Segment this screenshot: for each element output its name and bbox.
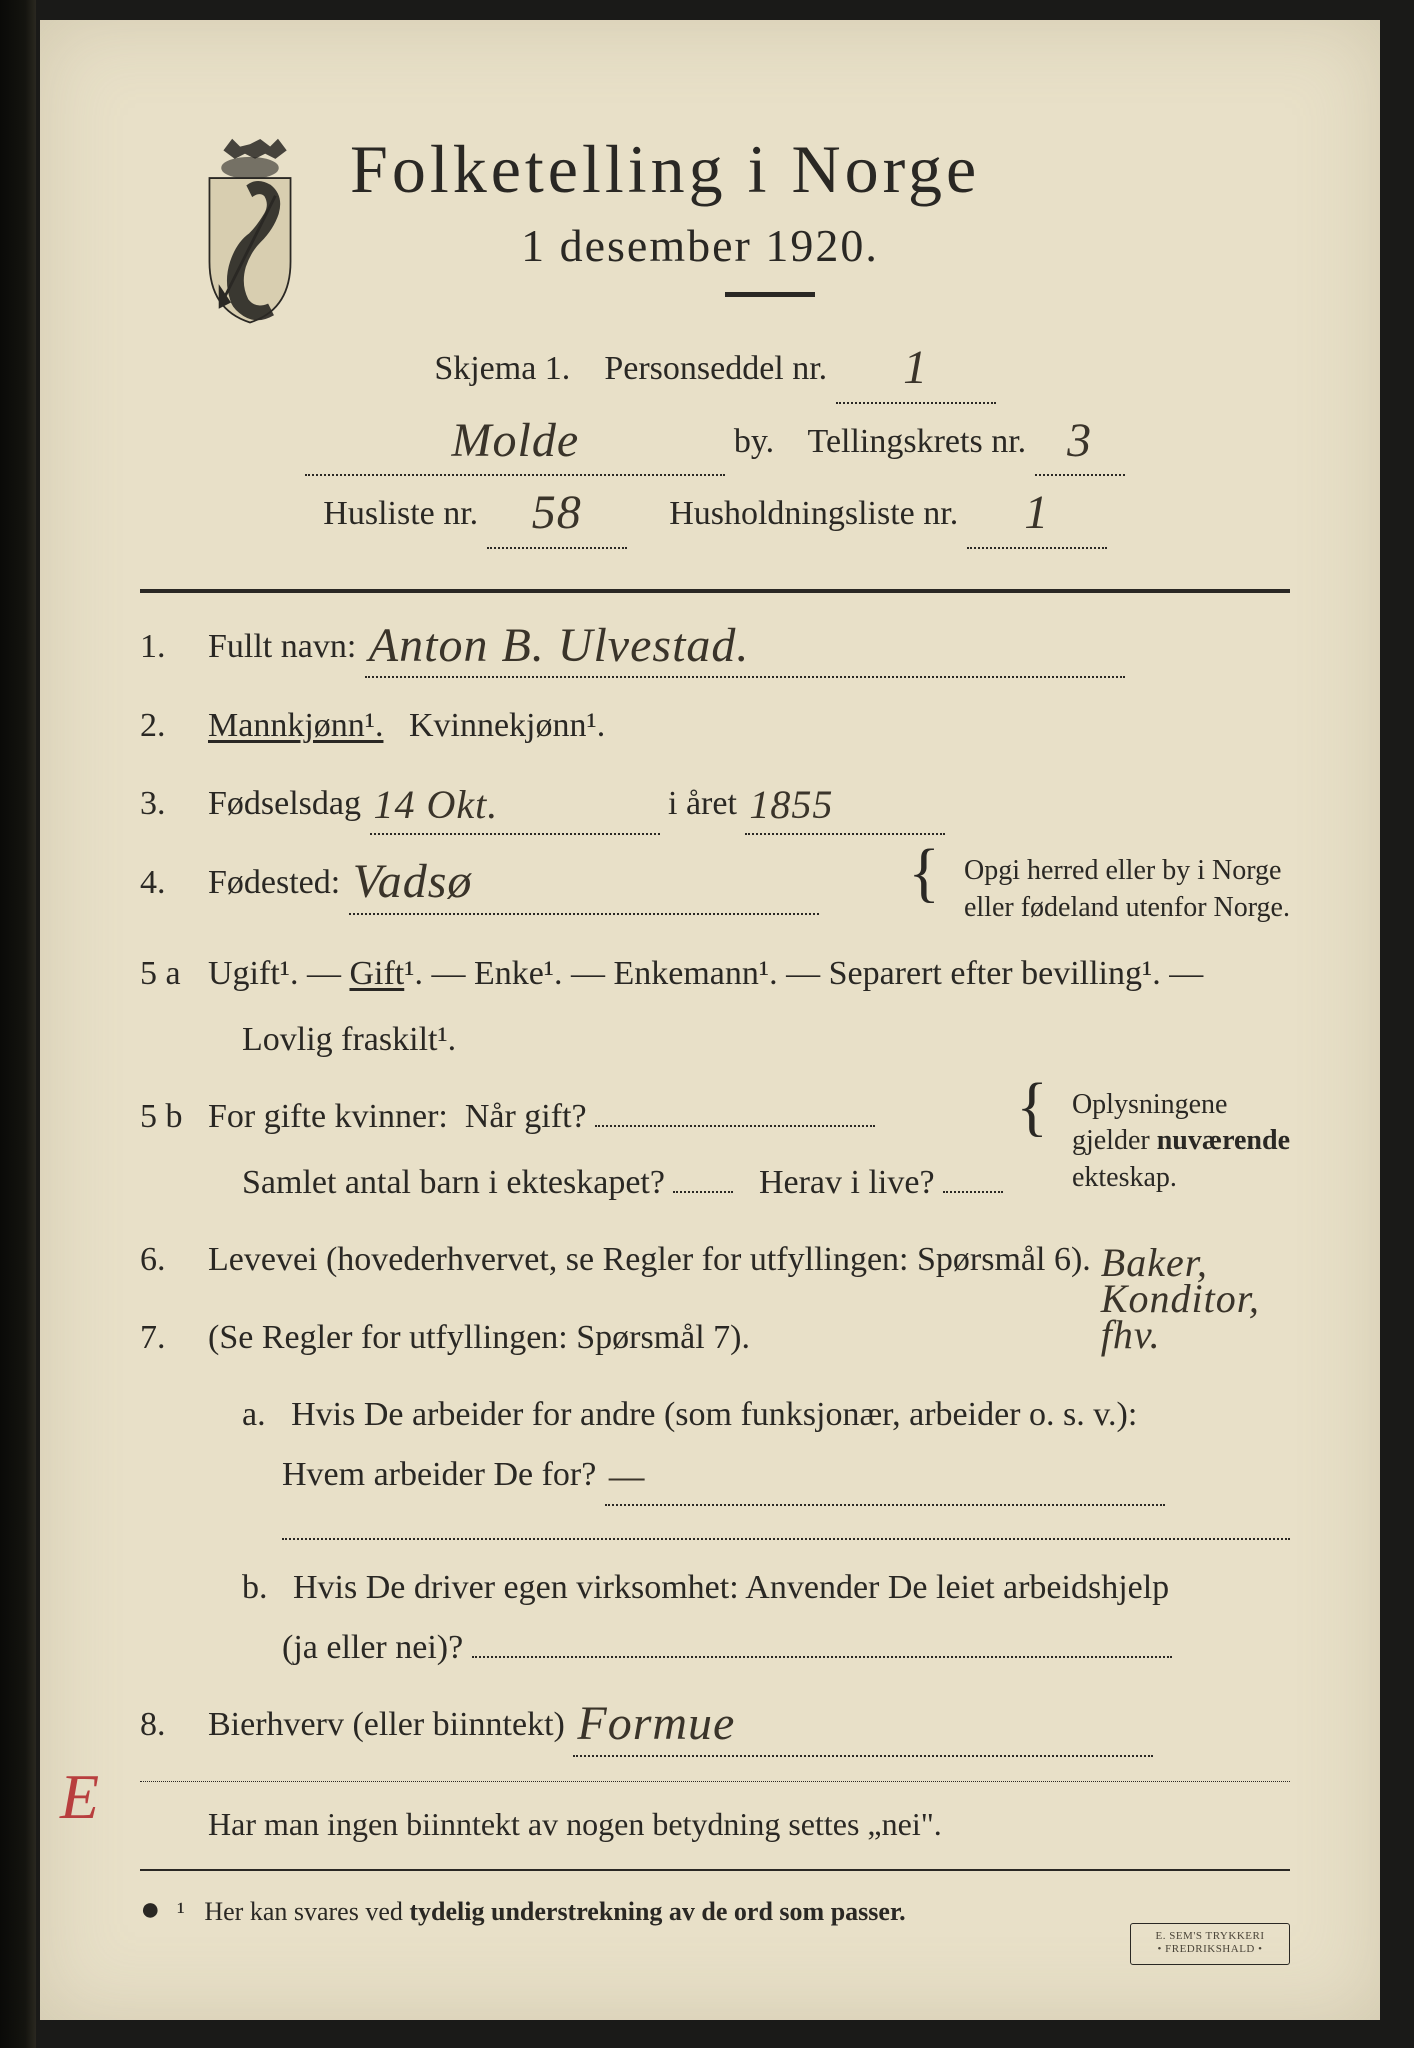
q5b-label: For gifte kvinner: bbox=[208, 1098, 448, 1135]
personseddel-value: 1 bbox=[903, 341, 928, 394]
q8: 8. Bierhverv (eller biinntekt) Formue bbox=[140, 1695, 1290, 1757]
q6: 6. Levevei (hovederhvervet, se Regler fo… bbox=[140, 1230, 1290, 1290]
q8-value: Formue bbox=[577, 1697, 735, 1750]
husliste-value: 58 bbox=[532, 486, 582, 539]
q2-male: Mannkjønn¹. bbox=[208, 707, 383, 744]
coat-of-arms-icon bbox=[185, 135, 315, 325]
q1-value: Anton B. Ulvestad. bbox=[369, 619, 750, 672]
title-block: Folketelling i Norge 1 desember 1920. bbox=[350, 130, 1290, 297]
footnote-marker: ¹ bbox=[177, 1897, 185, 1926]
brace-icon: { bbox=[1016, 1087, 1048, 1127]
husliste-label: Husliste nr. bbox=[323, 495, 478, 532]
q5b-children-label: Samlet antal barn i ekteskapet? bbox=[242, 1164, 665, 1201]
q4-value: Vadsø bbox=[353, 855, 473, 908]
personseddel-label: Personseddel nr. bbox=[604, 350, 827, 387]
tail-note: Har man ingen biinntekt av nogen betydni… bbox=[208, 1806, 1290, 1843]
q5a-selected: Gift bbox=[349, 955, 404, 992]
form-meta: Skjema 1. Personseddel nr. 1 Molde by. T… bbox=[140, 337, 1290, 549]
husholdningsliste-value: 1 bbox=[1024, 486, 1049, 539]
binding-edge bbox=[0, 0, 36, 2048]
q7a-value: — bbox=[609, 1453, 646, 1498]
by-value: Molde bbox=[452, 414, 580, 467]
q5a-line2: Lovlig fraskilt¹. bbox=[208, 1010, 1290, 1070]
rule-thin bbox=[140, 1781, 1290, 1782]
rule-med bbox=[140, 1869, 1290, 1871]
q7: 7. (Se Regler for utfyllingen: Spørsmål … bbox=[140, 1308, 1290, 1678]
tellingskrets-label: Tellingskrets nr. bbox=[808, 423, 1027, 460]
q7a-sub: Hvem arbeider De for? bbox=[282, 1456, 596, 1493]
main-title: Folketelling i Norge bbox=[350, 130, 1290, 209]
document-page: Folketelling i Norge 1 desember 1920. Sk… bbox=[40, 20, 1380, 2020]
q5b-alive-label: Herav i live? bbox=[759, 1164, 935, 1201]
q4-label: Fødested: bbox=[208, 864, 340, 901]
q5b-note: Oplysningene gjelder nuværende ekteskap. bbox=[1072, 1087, 1290, 1196]
q5a: 5 a Ugift¹. — Gift¹. — Enke¹. — Enkemann… bbox=[140, 944, 1290, 1069]
printer-stamp: E. SEM'S TRYKKERI • FREDRIKSHALD • bbox=[1130, 1923, 1290, 1965]
rule-heavy bbox=[140, 589, 1290, 593]
q3: 3. Fødselsdag 14 Okt. i året 1855 bbox=[140, 774, 1290, 836]
q7b-text: Hvis De driver egen virksomhet: Anvender… bbox=[293, 1569, 1169, 1606]
q7a-label: a. bbox=[242, 1396, 266, 1433]
q6-label: Levevei (hovederhvervet, se Regler for u… bbox=[208, 1241, 1091, 1278]
skjema-label: Skjema 1. bbox=[434, 350, 570, 387]
margin-mark: E bbox=[60, 1760, 99, 1834]
q7a-text: Hvis De arbeider for andre (som funksjon… bbox=[291, 1396, 1137, 1433]
tellingskrets-value: 3 bbox=[1067, 414, 1092, 467]
q7b-sub: (ja eller nei)? bbox=[282, 1629, 463, 1666]
q2: 2. Mannkjønn¹. Kvinnekjønn¹. bbox=[140, 696, 1290, 756]
question-list: 1. Fullt navn: Anton B. Ulvestad. 2. Man… bbox=[140, 617, 1290, 1757]
q4-note: Opgi herred eller by i Norge eller fødel… bbox=[964, 853, 1290, 926]
q5b-when-label: Når gift? bbox=[465, 1098, 587, 1135]
q3-year-value: 1855 bbox=[749, 782, 833, 827]
q4: 4. Fødested: Vadsø { Opgi herred eller b… bbox=[140, 853, 1290, 926]
q3-year-label: i året bbox=[668, 785, 737, 822]
q8-label: Bierhverv (eller biinntekt) bbox=[208, 1706, 565, 1743]
bullet-icon: ● bbox=[140, 1891, 161, 1928]
q1-label: Fullt navn: bbox=[208, 628, 356, 665]
husholdningsliste-label: Husholdningsliste nr. bbox=[669, 495, 958, 532]
q3-day-value: 14 Okt. bbox=[374, 782, 499, 827]
q2-female: Kvinnekjønn¹. bbox=[409, 707, 605, 744]
footnote: ● ¹ Her kan svares ved tydelig understre… bbox=[140, 1891, 1290, 1929]
date-subtitle: 1 desember 1920. bbox=[350, 219, 1050, 272]
q7-label: (Se Regler for utfyllingen: Spørsmål 7). bbox=[208, 1319, 750, 1356]
title-rule bbox=[725, 292, 815, 297]
q3-day-label: Fødselsdag bbox=[208, 785, 361, 822]
brace-icon: { bbox=[908, 853, 940, 893]
q1: 1. Fullt navn: Anton B. Ulvestad. bbox=[140, 617, 1290, 679]
q5b: 5 b For gifte kvinner: Når gift? Samlet … bbox=[140, 1087, 1290, 1212]
by-label: by. bbox=[734, 423, 774, 460]
q7b-label: b. bbox=[242, 1569, 268, 1606]
